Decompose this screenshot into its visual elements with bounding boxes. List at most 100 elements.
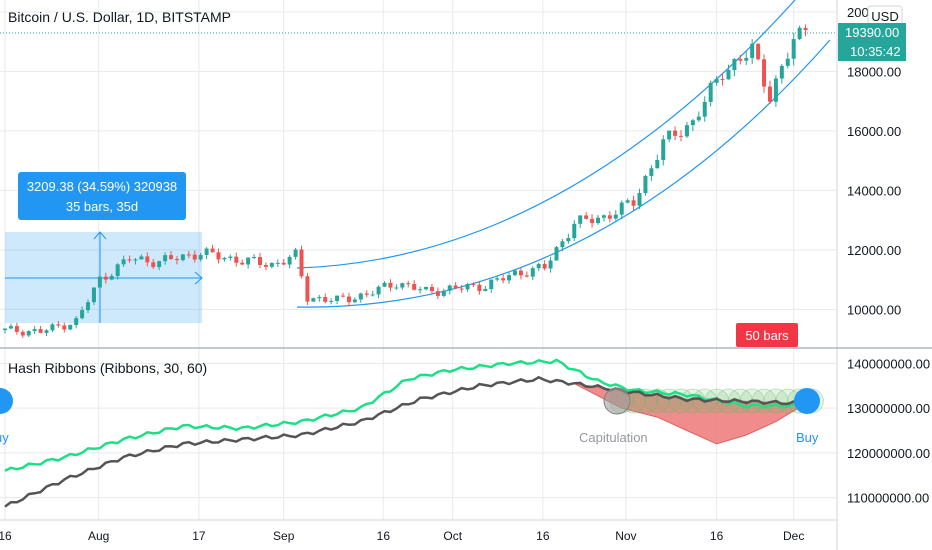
time-axis-label: Oct	[443, 529, 462, 543]
indicator-axis-label: 130000000.00	[847, 401, 930, 416]
candle-body	[424, 286, 429, 290]
candle-body	[607, 215, 612, 219]
candle-body	[151, 262, 156, 268]
candle-body	[62, 325, 67, 330]
time-axis-label: 16	[536, 529, 550, 543]
candle-body	[726, 70, 731, 80]
candle-body	[489, 279, 494, 290]
time-axis[interactable]: 16 Aug 17 Sep 16 Oct 16 Nov 16 Dec	[0, 529, 804, 543]
candle-body	[542, 264, 547, 269]
channel-lower-line[interactable]	[296, 39, 831, 308]
candle-body	[26, 330, 31, 336]
candle-body	[732, 59, 737, 71]
candle-body	[738, 59, 743, 61]
candle-body	[346, 296, 351, 303]
candle-body	[86, 302, 91, 311]
candle-body	[257, 256, 262, 265]
candle-body	[91, 287, 96, 303]
candle-body	[311, 298, 316, 302]
measure-up-arrowhead	[93, 231, 107, 240]
candle-body	[791, 39, 796, 59]
candle-body	[465, 284, 470, 290]
candle-body	[352, 299, 357, 303]
price-axis-label: 16000.00	[847, 124, 901, 139]
symbol-title[interactable]: Bitcoin / U.S. Dollar, 1D, BITSTAMP	[8, 9, 231, 25]
last-price-tag: 19390.00 10:35:42	[838, 23, 906, 61]
candle-body	[785, 58, 790, 66]
candle-body	[281, 262, 286, 265]
capitulation-signal-dot[interactable]	[603, 387, 631, 415]
candle-body	[453, 285, 458, 289]
indicator-title[interactable]: Hash Ribbons (Ribbons, 30, 60)	[8, 360, 207, 376]
indicator-axis-label: 140000000.00	[847, 356, 930, 371]
capitulation-label: Capitulation	[579, 430, 648, 445]
candle-body	[323, 297, 328, 302]
time-axis-label: 16	[377, 529, 391, 543]
measure-line-1: 3209.38 (34.59%) 320938	[27, 179, 177, 194]
time-axis-label: Sep	[273, 529, 295, 543]
candle-body	[501, 278, 506, 281]
price-axis[interactable]: 20000.0018000.0016000.0014000.0012000.00…	[847, 5, 901, 317]
candle-body	[246, 257, 251, 265]
candle-body	[750, 43, 755, 58]
candle-body	[145, 256, 150, 263]
time-axis-label: 17	[192, 529, 206, 543]
candle-body	[673, 130, 678, 136]
candle-body	[80, 310, 85, 319]
candle-body	[667, 130, 672, 140]
candle-body	[3, 328, 7, 331]
buy-signal-dot-left[interactable]	[0, 388, 13, 414]
candle-body	[767, 86, 772, 102]
candle-body	[655, 159, 660, 169]
candle-body	[684, 125, 689, 137]
candle-body	[441, 290, 446, 296]
buy-signal-dot[interactable]	[794, 388, 820, 414]
slow-ma-line[interactable]	[4, 375, 806, 508]
buy-label-left: uy	[0, 430, 9, 445]
candle-body	[536, 264, 541, 269]
candle-body	[495, 278, 500, 280]
candle-body	[596, 217, 600, 224]
candle-body	[756, 43, 761, 60]
parabolic-channel[interactable]	[296, 0, 831, 308]
candle-body	[269, 262, 274, 267]
time-axis-label: Aug	[88, 529, 109, 543]
candle-body	[263, 264, 268, 267]
hash-ribbons-pane[interactable]: uy Capitulation Buy Hash Ribbons (Ribbon…	[0, 358, 824, 508]
candle-body	[109, 275, 114, 280]
buy-label: Buy	[796, 430, 819, 445]
candle-body	[637, 193, 642, 206]
currency-badge[interactable]: USD	[867, 5, 903, 27]
candle-body	[518, 270, 523, 276]
candle-body	[696, 116, 701, 121]
indicator-axis[interactable]: 140000000.00 130000000.00 120000000.00 1100…	[847, 356, 930, 505]
candle-body	[341, 295, 346, 297]
candle-body	[14, 326, 19, 332]
channel-upper-line[interactable]	[296, 0, 796, 269]
candle-body	[97, 276, 102, 288]
candle-body	[121, 259, 126, 265]
fast-ma-line[interactable]	[4, 358, 806, 472]
measure-tool[interactable]	[5, 231, 203, 323]
candle-body	[590, 218, 595, 224]
candle-body	[406, 283, 411, 285]
candle-body	[8, 326, 13, 329]
time-axis-label: Dec	[783, 529, 804, 543]
candle-body	[192, 254, 197, 260]
candle-body	[797, 27, 802, 40]
candle-body	[613, 214, 618, 219]
candle-body	[619, 202, 624, 215]
candle-body	[157, 261, 162, 268]
candle-body	[20, 331, 25, 336]
candle-body	[507, 275, 512, 281]
bars-badge: 50 bars	[736, 323, 798, 347]
candle-body	[222, 257, 227, 260]
candle-body	[773, 78, 778, 102]
candle-body	[169, 255, 174, 260]
candle-body	[524, 275, 529, 277]
candle-body	[512, 270, 517, 276]
candle-body	[679, 135, 684, 137]
candle-body	[317, 297, 322, 299]
measure-right-arrowhead	[194, 271, 203, 285]
